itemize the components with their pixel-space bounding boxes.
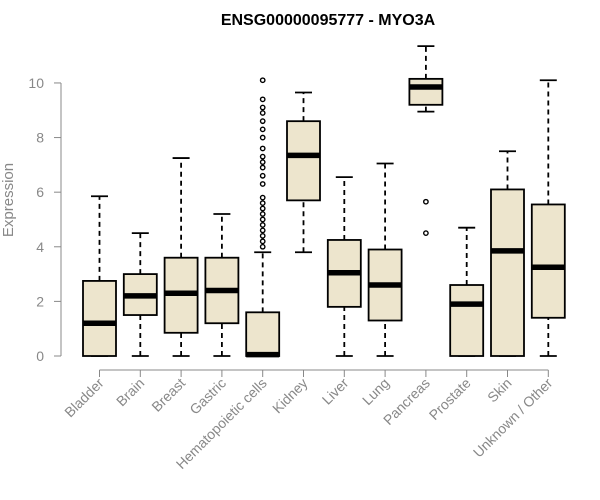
- outlier-point: [259, 104, 266, 111]
- x-tick-label: Brain: [113, 375, 147, 409]
- x-tick-label: Liver: [319, 375, 352, 408]
- outlier-point: [259, 181, 266, 187]
- box: [408, 77, 444, 106]
- y-tick-label: 10: [28, 75, 44, 91]
- outlier-point: [422, 230, 429, 237]
- outlier-point: [259, 153, 266, 160]
- outlier-point: [259, 118, 266, 125]
- y-tick-label: 6: [36, 184, 44, 200]
- outlier-point: [259, 232, 266, 239]
- x-tick-label: Breast: [148, 375, 188, 415]
- outlier-point: [259, 205, 266, 212]
- chart-title: ENSG00000095777 - MYO3A: [221, 12, 436, 29]
- box: [286, 120, 321, 202]
- x-tick-label: Lung: [359, 375, 392, 408]
- y-tick-label: 0: [36, 348, 44, 364]
- outlier-point: [259, 77, 266, 84]
- x-tick-label: Prostate: [426, 375, 474, 423]
- outlier-point: [259, 126, 266, 133]
- outlier-point: [259, 159, 266, 166]
- outlier-point: [259, 164, 266, 171]
- x-tick-label: Skin: [484, 375, 515, 406]
- outlier-point: [259, 238, 266, 245]
- x-tick-label: Kidney: [269, 375, 311, 417]
- x-tick-label: Bladder: [61, 375, 107, 421]
- y-tick-label: 8: [36, 130, 44, 146]
- outlier-point: [259, 172, 266, 179]
- outlier-point: [259, 96, 266, 103]
- y-tick-label: 4: [36, 239, 44, 255]
- box: [449, 284, 485, 357]
- outlier-point: [259, 243, 266, 250]
- outlier-point: [259, 216, 266, 223]
- box: [490, 188, 525, 357]
- outlier-point: [259, 200, 266, 206]
- outlier-point: [259, 134, 266, 141]
- y-axis-label: Expression: [0, 163, 17, 237]
- outlier-point: [259, 211, 266, 217]
- y-tick-label: 2: [36, 293, 44, 309]
- outlier-point: [259, 227, 266, 234]
- outlier-point: [259, 194, 266, 201]
- box: [82, 280, 117, 357]
- outlier-point: [259, 222, 266, 228]
- outlier-point: [422, 198, 429, 205]
- box: [245, 311, 281, 357]
- outlier-point: [259, 110, 266, 116]
- outlier-point: [259, 145, 266, 152]
- box: [530, 203, 566, 319]
